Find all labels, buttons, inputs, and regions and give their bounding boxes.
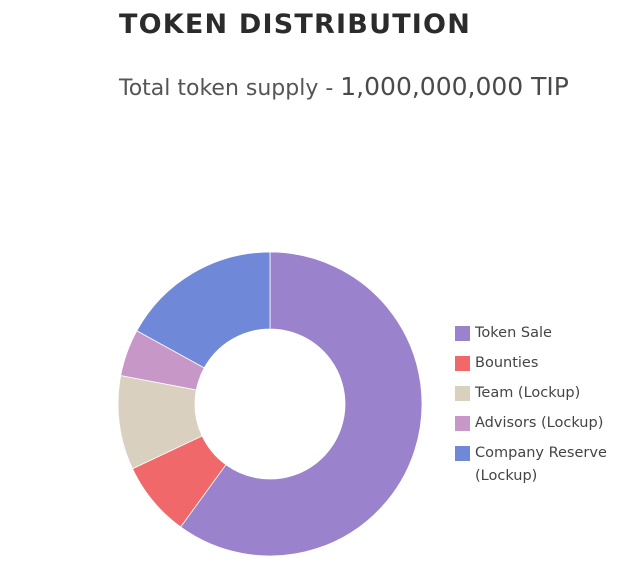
legend-swatch-token-sale <box>455 326 470 341</box>
legend-label-advisors: Advisors (Lockup) <box>475 415 604 431</box>
legend-label-team: Team (Lockup) <box>475 385 581 401</box>
total-supply-subtitle: Total token supply - 1,000,000,000 TIP <box>119 72 569 101</box>
legend-swatch-team <box>455 386 470 401</box>
legend-item-token-sale[interactable]: Token Sale <box>455 322 620 345</box>
legend-item-advisors[interactable]: Advisors (Lockup) <box>455 412 620 435</box>
chart-legend: Token Sale Bounties Team (Lockup) Adviso… <box>455 322 620 495</box>
total-supply-amount: 1,000,000,000 TIP <box>340 72 569 101</box>
legend-item-bounties[interactable]: Bounties <box>455 352 620 375</box>
legend-item-team[interactable]: Team (Lockup) <box>455 382 620 405</box>
donut-slice-token-sale[interactable] <box>180 251 423 557</box>
total-supply-label: Total token supply - <box>119 76 341 101</box>
donut-slice-company-reserve-lockup[interactable] <box>136 251 271 369</box>
page-title: TOKEN DISTRIBUTION <box>119 9 472 40</box>
legend-label-company-reserve: Company Reserve (Lockup) <box>475 445 607 484</box>
legend-swatch-bounties <box>455 356 470 371</box>
legend-swatch-advisors <box>455 416 470 431</box>
legend-label-bounties: Bounties <box>475 355 539 371</box>
legend-swatch-company-reserve <box>455 446 470 461</box>
legend-item-company-reserve[interactable]: Company Reserve (Lockup) <box>455 442 620 488</box>
donut-slices <box>117 251 423 557</box>
legend-label-token-sale: Token Sale <box>475 325 552 341</box>
